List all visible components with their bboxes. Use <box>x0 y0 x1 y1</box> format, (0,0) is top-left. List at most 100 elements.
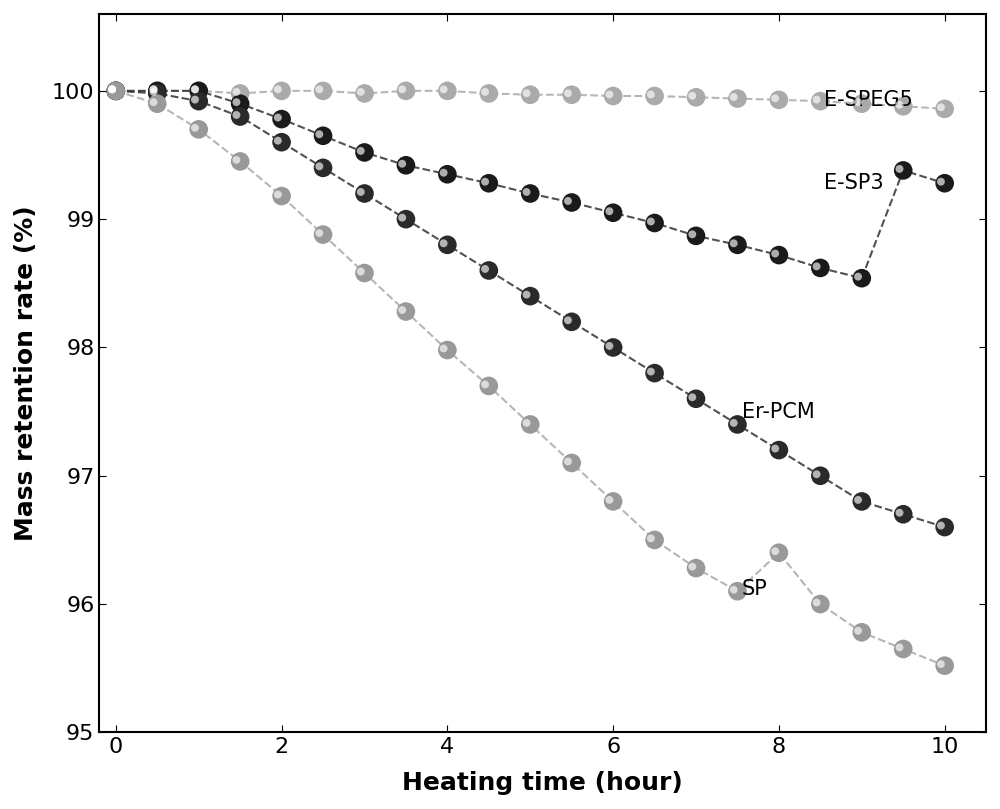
Text: E-SPEG5: E-SPEG5 <box>824 90 913 110</box>
Point <box>394 303 410 316</box>
Point <box>812 95 828 108</box>
Point <box>274 84 290 97</box>
Point <box>394 157 410 170</box>
Point <box>228 108 244 121</box>
Point <box>684 391 700 404</box>
Point <box>601 493 617 506</box>
Point <box>729 92 745 105</box>
Point <box>812 598 828 611</box>
Point <box>647 533 663 546</box>
Point <box>605 206 621 219</box>
Point <box>274 112 290 125</box>
Point <box>439 167 455 180</box>
Point <box>187 83 203 95</box>
Point <box>729 585 745 598</box>
Point <box>315 129 331 142</box>
Point <box>605 90 621 103</box>
Point <box>564 316 580 328</box>
Point <box>767 544 783 557</box>
Point <box>560 87 576 100</box>
Point <box>812 261 828 274</box>
Point <box>353 185 369 198</box>
Point <box>104 83 120 95</box>
Point <box>187 83 203 95</box>
Point <box>726 583 742 596</box>
Point <box>519 87 535 100</box>
Point <box>232 87 248 100</box>
Point <box>108 84 124 97</box>
Point <box>104 83 120 95</box>
Point <box>274 136 290 149</box>
Point <box>850 625 866 637</box>
Point <box>933 519 949 532</box>
Point <box>191 84 207 97</box>
Point <box>398 305 414 318</box>
Point <box>647 366 663 379</box>
Point <box>519 288 535 301</box>
Point <box>771 93 787 106</box>
Point <box>560 314 576 327</box>
Point <box>560 455 576 468</box>
Point <box>394 83 410 95</box>
Point <box>270 134 286 147</box>
Point <box>311 128 327 141</box>
Point <box>353 265 369 278</box>
Point <box>895 164 911 177</box>
Point <box>605 495 621 508</box>
Point <box>688 230 704 243</box>
Point <box>522 88 538 101</box>
Point <box>311 83 327 95</box>
Point <box>439 239 455 252</box>
Point <box>477 378 493 391</box>
Point <box>522 290 538 303</box>
Point <box>481 87 497 100</box>
Point <box>854 495 870 508</box>
Point <box>394 211 410 224</box>
Point <box>477 176 493 188</box>
Point <box>767 92 783 105</box>
Point <box>481 177 497 190</box>
Point <box>601 88 617 101</box>
Point <box>311 160 327 173</box>
Point <box>729 239 745 252</box>
Point <box>228 86 244 99</box>
Point <box>937 103 953 116</box>
Point <box>270 83 286 95</box>
Point <box>688 392 704 405</box>
Point <box>398 213 414 226</box>
Point <box>311 227 327 239</box>
Point <box>850 95 866 108</box>
Point <box>108 84 124 97</box>
Point <box>191 95 207 108</box>
Point <box>809 596 825 609</box>
Point <box>436 167 452 180</box>
Point <box>149 97 165 110</box>
Point <box>149 87 165 100</box>
Point <box>436 342 452 355</box>
Point <box>854 626 870 639</box>
Point <box>809 468 825 481</box>
Point <box>891 163 907 176</box>
Point <box>767 247 783 260</box>
Point <box>104 83 120 95</box>
Point <box>643 365 659 378</box>
Point <box>439 84 455 97</box>
Text: SP: SP <box>742 578 767 599</box>
Point <box>191 84 207 97</box>
Point <box>146 83 162 95</box>
Point <box>356 146 372 159</box>
Point <box>481 379 497 392</box>
Point <box>771 248 787 261</box>
Point <box>643 88 659 101</box>
Point <box>149 84 165 97</box>
Point <box>398 84 414 97</box>
Point <box>104 83 120 95</box>
Point <box>560 194 576 207</box>
Point <box>726 417 742 430</box>
Point <box>398 159 414 172</box>
Point <box>895 508 911 521</box>
Point <box>771 443 787 456</box>
Point <box>933 658 949 671</box>
Point <box>228 95 244 108</box>
Point <box>564 456 580 469</box>
